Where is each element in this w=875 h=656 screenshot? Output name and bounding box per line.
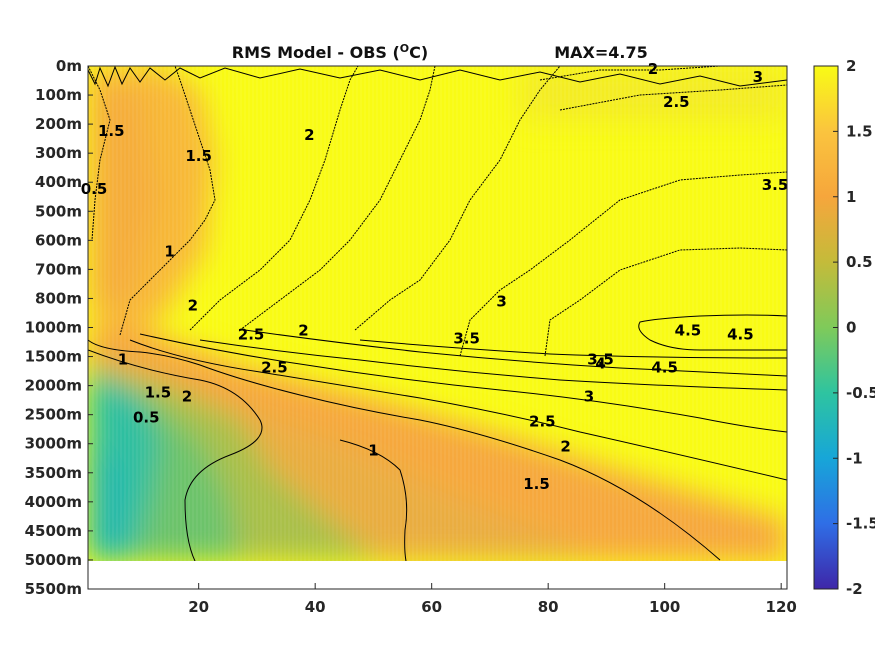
y-tick-label: 1000m xyxy=(25,319,82,337)
y-tick-label: 700m xyxy=(35,260,82,278)
colorbar-tick-label: -1 xyxy=(846,449,863,467)
y-tick-label: 600m xyxy=(35,231,82,249)
y-tick-label: 400m xyxy=(35,173,82,191)
contour-label: 4.5 xyxy=(675,322,702,340)
colorbar-tick-label: 0.5 xyxy=(846,253,873,271)
contour-label: 1.5 xyxy=(185,147,212,165)
contour-label: 3.5 xyxy=(762,176,789,194)
colorbar-tick-label: -2 xyxy=(846,580,863,598)
y-tick-label: 800m xyxy=(35,289,82,307)
contour-label: 2.5 xyxy=(261,359,288,377)
contour-label: 2 xyxy=(304,126,314,144)
contour-label: 1 xyxy=(164,242,174,260)
contour-label: 3.5 xyxy=(453,330,480,348)
contour-label: 4.5 xyxy=(727,326,754,344)
y-tick-label: 5500m xyxy=(25,580,82,598)
contour-label: 2 xyxy=(298,322,308,340)
contour-label: 2 xyxy=(188,296,198,314)
y-tick-label: 0m xyxy=(56,57,82,75)
contour-label: 1.5 xyxy=(98,122,125,140)
y-tick-label: 1500m xyxy=(25,348,82,366)
contour-label: 1 xyxy=(368,442,378,460)
contour-lines xyxy=(88,66,787,561)
y-tick-label: 4500m xyxy=(25,522,82,540)
y-tick-label: 300m xyxy=(35,144,82,162)
x-tick-label: 80 xyxy=(538,598,559,616)
contour-labels: 11.5 20.511.522.533.54 4.54.5 4.52.522.5 3.5… xyxy=(81,60,789,493)
contour-label: 2 xyxy=(560,438,570,456)
max-annotation: MAX=4.75 xyxy=(554,43,648,62)
contour-label: 2.5 xyxy=(663,93,690,111)
y-tick-label: 5000m xyxy=(25,551,82,569)
contour-label: 4 xyxy=(595,355,605,373)
x-tick-label: 100 xyxy=(649,598,680,616)
heatmap-field xyxy=(88,66,787,561)
x-axis: 20 40 60 80 100 120 xyxy=(188,583,797,616)
x-tick-label: 20 xyxy=(188,598,209,616)
y-tick-label: 2000m xyxy=(25,377,82,395)
chart-title: RMS Model - OBS (OC) xyxy=(232,42,428,62)
contour-label: 3.5 xyxy=(587,351,614,369)
y-tick-label: 3500m xyxy=(25,464,82,482)
contour-label: 4.5 xyxy=(651,359,678,377)
contour-label: 0.5 xyxy=(81,180,108,198)
x-tick-label: 40 xyxy=(305,598,326,616)
contour-label: 0.5 xyxy=(133,409,160,427)
x-tick-label: 60 xyxy=(421,598,442,616)
colorbar-tick-label: 0 xyxy=(846,319,856,337)
x-tick-label: 120 xyxy=(766,598,797,616)
y-axis: 0m 100m 200m 300m 400m 500m 600m 700m 800m 1000m 1… xyxy=(25,57,93,598)
colorbar-tick-label: -1.5 xyxy=(846,515,875,533)
colorbar-tick-label: 1.5 xyxy=(846,122,873,140)
colorbar-ticks: 2 1.5 1 0.5 0 -0.5 -1 -1.5 -2 xyxy=(833,57,875,598)
colorbar-tick-label: 2 xyxy=(846,57,856,75)
y-tick-label: 4000m xyxy=(25,493,82,511)
y-tick-label: 2500m xyxy=(25,406,82,424)
y-tick-label: 500m xyxy=(35,202,82,220)
y-tick-label: 3000m xyxy=(25,435,82,453)
contour-label: 2 xyxy=(182,388,192,406)
contour-label: 1 xyxy=(118,351,128,369)
contour-label: 1.5 xyxy=(145,384,172,402)
contour-label: 1.5 xyxy=(523,475,550,493)
contour-label: 2.5 xyxy=(529,413,556,431)
contour-label: 2 xyxy=(648,60,658,78)
colorbar-tick-label: 1 xyxy=(846,188,856,206)
contour-label: 3 xyxy=(496,292,506,310)
contour-label: 3 xyxy=(753,68,763,86)
y-tick-label: 100m xyxy=(35,86,82,104)
colorbar-tick-label: -0.5 xyxy=(846,384,875,402)
contour-label: 3 xyxy=(584,388,594,406)
y-tick-label: 200m xyxy=(35,115,82,133)
contour-label: 2.5 xyxy=(238,326,265,344)
